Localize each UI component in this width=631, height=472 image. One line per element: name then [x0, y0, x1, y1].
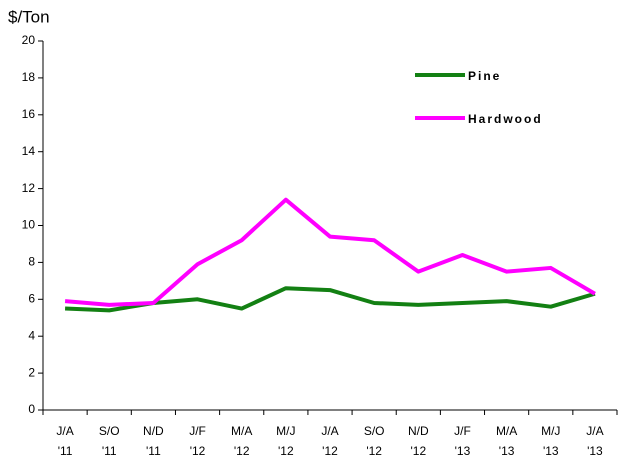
- legend-label: Pine: [468, 69, 501, 83]
- x-tick-label: J/A '13: [586, 424, 603, 458]
- x-tick-label: M/J '13: [541, 424, 560, 458]
- y-tick-label: 12: [22, 181, 36, 195]
- x-tick-label: J/F '13: [454, 424, 471, 458]
- x-tick-label: M/A '12: [231, 424, 252, 458]
- y-tick-label: 2: [28, 365, 35, 379]
- x-tick-label: N/D '12: [408, 424, 429, 458]
- y-tick-label: 16: [22, 107, 36, 121]
- y-tick-label: 8: [28, 255, 35, 269]
- y-tick-label: 20: [22, 33, 36, 47]
- legend-label: Hardwood: [468, 112, 543, 126]
- series-line: [64, 286, 596, 313]
- x-tick-label: M/A '13: [496, 424, 517, 458]
- y-tick-label: 14: [22, 144, 36, 158]
- y-tick-label: 6: [28, 291, 35, 305]
- x-tick-label: S/O '12: [364, 424, 385, 458]
- series-line: [64, 197, 596, 307]
- x-tick-label: J/F '12: [189, 424, 206, 458]
- x-tick-label: J/A '12: [321, 424, 338, 458]
- x-tick-label: S/O '11: [99, 424, 120, 458]
- y-tick-label: 0: [28, 402, 35, 416]
- x-tick-label: J/A '11: [56, 424, 73, 458]
- x-tick-label: M/J '12: [276, 424, 295, 458]
- y-axis-title: $/Ton: [8, 7, 50, 26]
- y-tick-label: 10: [22, 218, 36, 232]
- y-tick-label: 18: [22, 70, 36, 84]
- x-tick-label: N/D '11: [143, 424, 164, 458]
- y-tick-label: 4: [28, 328, 35, 342]
